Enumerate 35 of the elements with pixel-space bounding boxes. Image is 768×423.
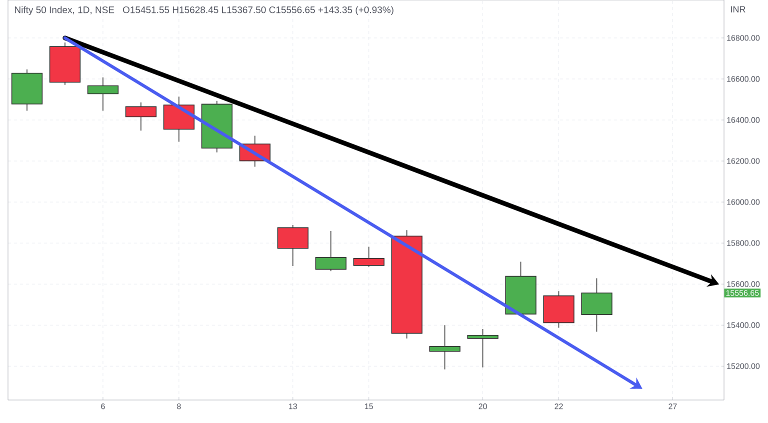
y-tick-label: 15600.00 — [727, 281, 760, 287]
x-tick-label: 27 — [668, 404, 677, 410]
candlestick — [49, 42, 81, 86]
y-tick-label: 15400.00 — [727, 322, 760, 328]
y-tick-label: 16000.00 — [727, 199, 760, 205]
candlestick — [505, 261, 536, 316]
y-tick-label: 16800.00 — [727, 35, 760, 41]
text: 15556.65 — [726, 290, 759, 296]
candlestick — [353, 246, 384, 268]
y-tick-label: 16600.00 — [727, 76, 760, 82]
y-axis-title: INR — [731, 6, 746, 12]
text: O15451.55 H15628.45 L15367.50 C15556.65 +143.35 (+0.93%) — [122, 6, 394, 16]
candlestick — [277, 224, 308, 266]
candlestick — [87, 76, 119, 112]
x-tick-label: 22 — [554, 404, 563, 410]
y-tick-label: 16200.00 — [727, 158, 760, 164]
candlestick — [467, 328, 498, 368]
y-tick-label: 15800.00 — [727, 240, 760, 246]
candlestick — [163, 96, 195, 142]
x-tick-label: 20 — [478, 404, 487, 410]
x-tick-label: 13 — [289, 404, 297, 410]
candlestick — [201, 100, 233, 153]
candlestick — [391, 230, 422, 339]
x-tick-label: 15 — [365, 404, 373, 410]
x-tick-label: 6 — [101, 404, 105, 410]
candlestick — [125, 102, 157, 132]
candlestick — [543, 290, 574, 328]
candlestick — [11, 68, 43, 112]
candlestick — [429, 324, 460, 370]
x-tick-label: 8 — [177, 404, 181, 410]
candlestick — [581, 278, 612, 332]
text: Nifty 50 Index, 1D, NSE — [14, 6, 114, 16]
candlestick — [315, 230, 346, 272]
y-tick-label: 15200.00 — [727, 363, 760, 369]
y-tick-label: 16400.00 — [727, 117, 760, 123]
